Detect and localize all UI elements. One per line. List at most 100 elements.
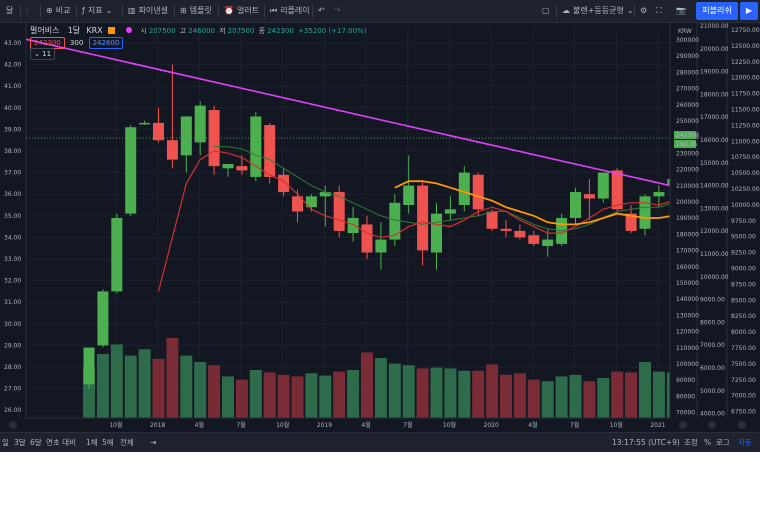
- volume-bar[interactable]: [402, 365, 415, 418]
- candle-body[interactable]: [542, 239, 554, 247]
- redo-button[interactable]: ↷: [334, 0, 344, 22]
- clock-display[interactable]: 13:17:55 (UTC+9): [612, 438, 680, 447]
- range-3m-button[interactable]: 3달: [14, 438, 26, 447]
- auto-scale-button[interactable]: 자동: [738, 438, 752, 447]
- volume-bar[interactable]: [500, 374, 512, 418]
- candle-body[interactable]: [486, 211, 498, 229]
- volume-bar[interactable]: [569, 374, 582, 418]
- candle-body[interactable]: [250, 116, 262, 177]
- alert-button[interactable]: ⏰ 얼러트: [224, 0, 259, 22]
- volume-bar[interactable]: [138, 349, 151, 418]
- volume-bar[interactable]: [458, 370, 471, 418]
- candle-body[interactable]: [194, 105, 206, 143]
- volume-bar[interactable]: [513, 373, 526, 418]
- candle-body[interactable]: [403, 185, 415, 205]
- trend-line[interactable]: [25, 38, 671, 187]
- candle-body[interactable]: [236, 166, 248, 171]
- candle-body[interactable]: [347, 217, 359, 234]
- volume-bar[interactable]: [249, 370, 262, 418]
- volume-bar[interactable]: [208, 365, 221, 418]
- candle-body[interactable]: [625, 213, 637, 231]
- scale-button[interactable]: [738, 421, 746, 429]
- volume-bar[interactable]: [124, 355, 137, 418]
- volume-bar[interactable]: [333, 371, 346, 418]
- candle-body[interactable]: [431, 213, 442, 253]
- candle-body[interactable]: [305, 196, 317, 208]
- volume-bar[interactable]: [430, 367, 443, 418]
- candle-body[interactable]: [278, 174, 290, 193]
- time-axis[interactable]: [26, 418, 670, 432]
- volume-bar[interactable]: [277, 374, 290, 418]
- indicators-button[interactable]: ƒ 지표 ⌄: [82, 0, 115, 22]
- candle-body[interactable]: [500, 228, 512, 231]
- menu-button[interactable]: 달: [6, 0, 13, 22]
- candle-body[interactable]: [361, 224, 373, 253]
- volume-bar[interactable]: [527, 379, 540, 418]
- range-1y-button[interactable]: 1해: [86, 438, 98, 447]
- layout-name-button[interactable]: ☁ 불렌+등등균형 ⌄: [562, 0, 637, 22]
- percent-scale-button[interactable]: %: [704, 438, 712, 447]
- volume-bar[interactable]: [347, 370, 360, 418]
- symbol-name[interactable]: 펄어비스: [30, 26, 60, 35]
- candle-body[interactable]: [417, 185, 429, 251]
- volume-bar[interactable]: [472, 370, 485, 418]
- volume-bar[interactable]: [263, 372, 276, 418]
- volume-bar[interactable]: [639, 362, 651, 418]
- candle-body[interactable]: [292, 196, 303, 212]
- candle-body[interactable]: [125, 127, 137, 214]
- volume-bar[interactable]: [291, 376, 304, 418]
- candle-body[interactable]: [83, 347, 95, 385]
- range-ytd-button[interactable]: 연초 대비: [46, 438, 76, 447]
- volume-bar[interactable]: [361, 352, 373, 418]
- candle-body[interactable]: [597, 172, 609, 199]
- candle-body[interactable]: [570, 192, 581, 218]
- replay-button[interactable]: ⏮ 리플레이: [270, 0, 310, 22]
- candle-body[interactable]: [166, 140, 178, 160]
- volume-bar[interactable]: [319, 375, 332, 418]
- candle-body[interactable]: [180, 116, 192, 156]
- settings-button[interactable]: ⚙: [640, 0, 650, 22]
- financials-button[interactable]: ▥ 파이낸셜: [128, 0, 168, 22]
- volume-bar[interactable]: [444, 368, 457, 418]
- range-5y-button[interactable]: 5해: [102, 438, 114, 447]
- candle-body[interactable]: [611, 170, 623, 210]
- volume-bar[interactable]: [388, 363, 401, 418]
- volume-bar[interactable]: [235, 379, 248, 418]
- candle-body[interactable]: [389, 202, 401, 240]
- snapshot-button[interactable]: 📷: [676, 0, 689, 22]
- indicators-toggle[interactable]: ⌄ 11: [30, 48, 56, 60]
- range-6m-button[interactable]: 6달: [30, 438, 42, 447]
- volume-bar[interactable]: [96, 354, 109, 418]
- candle-body[interactable]: [528, 235, 540, 244]
- candle-body[interactable]: [111, 217, 123, 292]
- candle-body[interactable]: [319, 192, 331, 197]
- volume-bar[interactable]: [597, 378, 610, 418]
- volume-bar[interactable]: [166, 338, 179, 418]
- countdown-tag[interactable]: [674, 140, 696, 149]
- undo-button[interactable]: ↶: [318, 0, 328, 22]
- log-scale-button[interactable]: 로그: [716, 438, 730, 447]
- range-all-button[interactable]: 전체: [120, 438, 134, 447]
- range-1d-button[interactable]: 일: [2, 438, 9, 447]
- volume-bar[interactable]: [486, 364, 499, 418]
- candle-body[interactable]: [583, 194, 595, 199]
- candle-body[interactable]: [444, 209, 456, 214]
- scale-button[interactable]: [679, 421, 687, 429]
- adjust-button[interactable]: 조정: [684, 438, 698, 447]
- date-range-button[interactable]: ⇥: [150, 433, 156, 452]
- volume-bar[interactable]: [180, 355, 193, 418]
- chart-type-button[interactable]: ⫶: [26, 0, 31, 22]
- volume-bar[interactable]: [222, 376, 234, 418]
- volume-bar[interactable]: [541, 381, 554, 418]
- layout-select-button[interactable]: ▢: [542, 0, 553, 22]
- candle-body[interactable]: [639, 196, 651, 229]
- volume-bar[interactable]: [583, 381, 596, 418]
- volume-bar[interactable]: [611, 371, 624, 418]
- volume-bar[interactable]: [555, 376, 568, 418]
- candle-body[interactable]: [222, 163, 234, 169]
- left-scale-button[interactable]: [9, 421, 17, 429]
- last-price-tag[interactable]: [674, 131, 696, 140]
- volume-bar[interactable]: [652, 371, 665, 418]
- candle-body[interactable]: [333, 192, 345, 231]
- volume-bar[interactable]: [374, 358, 387, 418]
